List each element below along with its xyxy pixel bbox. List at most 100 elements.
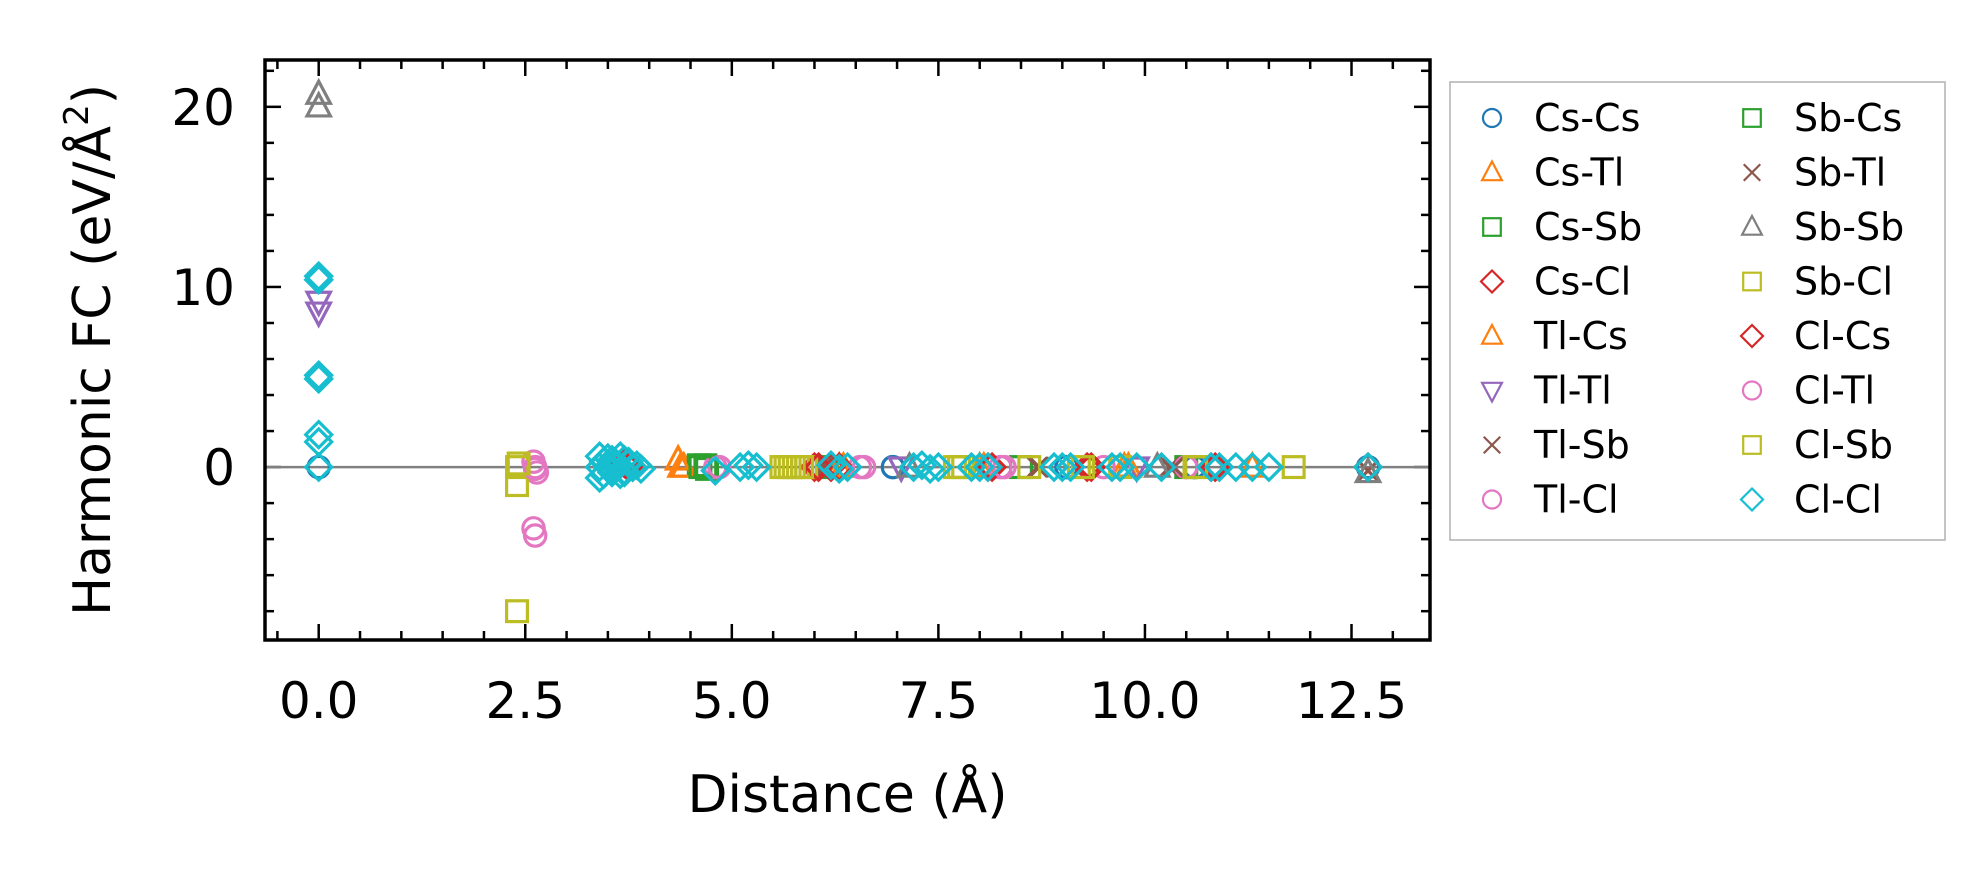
plot-area xyxy=(265,77,1430,624)
point-sb-cl xyxy=(1108,455,1133,480)
legend-label-cl-tl: Cl-Tl xyxy=(1794,369,1875,413)
point-cl-cl xyxy=(1055,451,1086,483)
point-cl-cs xyxy=(1075,451,1107,483)
x-tick-label: 5.0 xyxy=(692,672,772,730)
x-tick-label: 7.5 xyxy=(899,672,979,730)
point-sb-cl xyxy=(505,455,530,480)
point-sb-sb xyxy=(304,90,334,118)
legend-marker-cl-sb xyxy=(1742,435,1762,455)
x-tick-label: 0.0 xyxy=(279,672,359,730)
point-cl-sb xyxy=(790,455,815,480)
legend-marker-tl-sb xyxy=(1482,435,1502,455)
legend-label-sb-cs: Sb-Cs xyxy=(1794,96,1902,140)
legend-marker-sb-cl xyxy=(1742,271,1762,292)
tick-labels: 0.0 2.5 5.0 7.5 10.0 12.5 0 10 20 xyxy=(171,79,1407,730)
point-cl-cl xyxy=(303,260,334,292)
legend-label-cs-tl: Cs-Tl xyxy=(1534,151,1624,195)
point-cl-cs xyxy=(803,451,834,483)
point-cl-cl xyxy=(1352,451,1384,483)
legend-label-cl-cs: Cl-Cs xyxy=(1794,314,1891,358)
point-sb-tl xyxy=(1357,459,1379,482)
x-tick-label: 10.0 xyxy=(1089,672,1200,730)
point-sb-cl xyxy=(505,599,530,624)
legend-label-cs-cl: Cs-Cl xyxy=(1534,260,1631,304)
legend-label-tl-cl: Tl-Cl xyxy=(1533,478,1619,522)
legend-label-sb-tl: Sb-Tl xyxy=(1794,151,1886,195)
point-tl-tl xyxy=(304,301,334,329)
legend-box xyxy=(1449,81,1946,541)
point-cl-cl xyxy=(832,451,863,483)
point-cl-tl xyxy=(522,456,548,482)
legend-marker-tl-cs xyxy=(1480,322,1504,345)
point-cl-cs xyxy=(976,451,1008,483)
legend-marker-cl-tl xyxy=(1741,380,1763,401)
legend-marker-cl-cl xyxy=(1739,486,1765,513)
x-tick-label: 2.5 xyxy=(486,672,566,730)
legend-marker-sb-sb xyxy=(1740,213,1764,236)
y-axis-label-main: Harmonic FC (eV/Å xyxy=(61,125,123,616)
point-cl-cl xyxy=(823,453,855,485)
point-cl-cl xyxy=(609,457,640,488)
legend-label-cs-cs: Cs-Cs xyxy=(1534,96,1640,140)
point-cl-sb xyxy=(506,451,531,476)
point-cl-cl xyxy=(303,264,334,296)
legend-label-sb-sb: Sb-Sb xyxy=(1794,205,1904,249)
legend: Cs-Cs Cs-Tl Cs-Sb Cs-Cl Tl-Cs Tl-Tl Tl-Sb Tl-Cl… xyxy=(1449,81,1946,541)
point-cl-cl xyxy=(733,450,764,481)
point-cl-cl xyxy=(303,363,334,395)
point-cl-cl xyxy=(972,451,1004,483)
legend-marker-sb-tl xyxy=(1742,163,1762,182)
point-cl-cl xyxy=(1047,451,1078,483)
point-cl-cl xyxy=(1195,451,1227,483)
x-tick-label: 12.5 xyxy=(1296,672,1407,730)
point-cl-cl xyxy=(964,451,995,483)
legend-label-cl-sb: Cl-Sb xyxy=(1794,423,1893,467)
point-tl-tl xyxy=(886,456,916,484)
y-tick-label: 20 xyxy=(171,79,235,137)
point-cl-tl xyxy=(851,454,877,480)
legend-label-sb-cl: Sb-Cl xyxy=(1794,260,1893,304)
point-cl-cl xyxy=(741,451,772,483)
legend-label-cl-cl: Cl-Cl xyxy=(1794,478,1882,522)
point-sb-sb xyxy=(304,77,334,105)
point-cl-cl xyxy=(1096,451,1128,483)
y-tick-label: 10 xyxy=(171,259,235,317)
point-cl-cl xyxy=(914,453,946,485)
data-points xyxy=(303,77,1384,624)
point-cl-cl xyxy=(584,451,615,483)
point-cl-cl xyxy=(1121,451,1152,483)
point-cl-cl xyxy=(923,451,954,483)
plot-frame xyxy=(263,58,1432,642)
point-cl-cl xyxy=(1146,451,1177,483)
point-tl-cs xyxy=(666,450,695,478)
legend-marker-tl-tl xyxy=(1480,381,1504,404)
y-axis-label-close: ) xyxy=(63,84,123,104)
legend-marker-sb-cs xyxy=(1742,108,1762,128)
point-cl-cl xyxy=(303,419,334,450)
legend-marker-cs-tl xyxy=(1480,159,1504,182)
legend-marker-cs-cs xyxy=(1481,107,1503,129)
legend-marker-cs-sb xyxy=(1482,217,1502,237)
point-cl-cl xyxy=(592,451,624,483)
point-cl-cl xyxy=(303,359,334,391)
point-tl-cl xyxy=(522,523,548,548)
y-axis-label-superscript: 2 xyxy=(57,104,97,126)
point-cl-cl xyxy=(1253,451,1285,483)
y-axis-label: Harmonic FC (eV/Å2) xyxy=(57,84,123,616)
point-cl-sb xyxy=(947,455,972,480)
point-cl-sb xyxy=(1070,455,1095,480)
point-sb-cs xyxy=(688,455,713,480)
legend-marker-cs-cl xyxy=(1479,268,1505,295)
point-cl-cl xyxy=(609,444,640,476)
legend-label-tl-sb: Tl-Sb xyxy=(1533,423,1630,467)
x-axis-label: Distance (Å) xyxy=(687,763,1007,825)
y-tick-label: 0 xyxy=(203,439,235,497)
legend-marker-tl-cl xyxy=(1481,489,1503,510)
point-cl-cl xyxy=(303,451,334,483)
legend-label-tl-tl: Tl-Tl xyxy=(1533,369,1612,413)
legend-marker-cl-cs xyxy=(1739,323,1765,349)
point-cl-cl xyxy=(700,455,731,486)
legend-label-cs-sb: Cs-Sb xyxy=(1534,205,1642,249)
legend-label-tl-cs: Tl-Cs xyxy=(1533,314,1628,358)
